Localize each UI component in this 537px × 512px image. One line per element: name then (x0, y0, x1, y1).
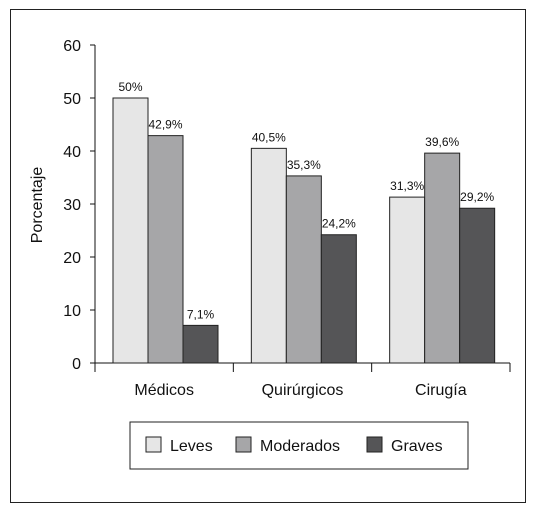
data-label: 24,2% (322, 217, 356, 231)
data-label: 29,2% (460, 190, 494, 204)
y-tick-label: 10 (63, 303, 81, 320)
bar-moderados-3 (424, 152, 461, 364)
y-tick-label: 60 (63, 38, 81, 55)
data-label: 31,3% (390, 179, 424, 193)
data-label: 39,6% (425, 135, 459, 149)
data-labels: 50% 42,9% 7,1% 40,5%35,3% 24,2% 31,3% 39,6% 29,… (118, 80, 494, 321)
bar-graves-3 (459, 207, 496, 364)
y-axis: 0 10 20 30 40 50 60 (63, 38, 96, 373)
y-tick-label: 0 (72, 356, 81, 373)
legend-label-moderados: Moderados (260, 438, 340, 455)
bars (112, 97, 496, 364)
y-axis-title: Porcentaje (29, 167, 46, 244)
legend-swatch-leves (145, 436, 162, 453)
bar-leves-1 (112, 97, 149, 364)
data-label: 40,5% (252, 130, 286, 144)
legend-label-graves: Graves (391, 438, 443, 455)
data-label: 42,9% (148, 118, 182, 132)
bar-graves-2 (320, 234, 357, 364)
legend-swatch-graves (366, 436, 383, 453)
bar-moderados-2 (285, 175, 322, 364)
y-tick-label: 30 (63, 197, 81, 214)
category-labels: Médicos Quirúrgicos Cirugía (134, 382, 466, 399)
bar-moderados-1 (147, 135, 184, 364)
legend: Leves Moderados Graves (129, 421, 469, 470)
bar-leves-2 (250, 147, 287, 364)
y-tick-label: 20 (63, 250, 81, 267)
category-label: Cirugía (415, 382, 467, 399)
category-label: Médicos (134, 382, 194, 399)
data-label: 7,1% (187, 307, 215, 321)
data-label: 35,3% (287, 158, 321, 172)
legend-swatch-moderados (235, 436, 252, 453)
chart-frame (10, 9, 526, 503)
data-label: 50% (118, 80, 142, 94)
y-tick-label: 50 (63, 91, 81, 108)
bar-leves-3 (389, 196, 426, 364)
legend-box (129, 421, 469, 470)
legend-label-leves: Leves (170, 438, 213, 455)
bar-graves-1 (182, 324, 219, 364)
x-axis (94, 362, 511, 372)
category-label: Quirúrgicos (262, 382, 344, 399)
y-tick-label: 40 (63, 144, 81, 161)
